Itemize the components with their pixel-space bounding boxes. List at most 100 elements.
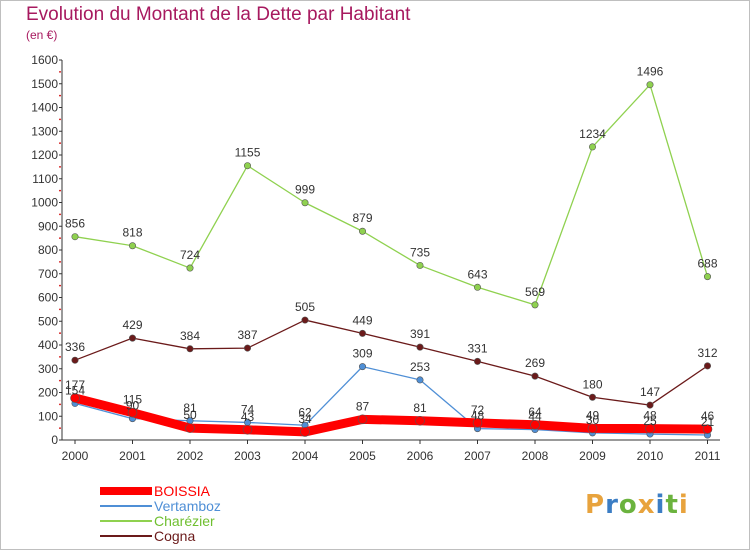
data-label: 735 [410,245,430,259]
data-point [645,423,655,434]
y-tick-label: 100 [38,409,58,423]
y-minor-tick [59,189,61,192]
y-tick-label: 400 [38,338,58,352]
logo-letter: i [655,490,666,520]
data-label: 44 [528,410,542,424]
y-tick-label: 300 [38,362,58,376]
x-tick-label: 2004 [292,449,319,463]
data-label: 46 [701,409,715,423]
legend-label-boissia: BOISSIA [154,483,211,499]
data-label: 180 [582,377,602,391]
data-point [416,261,424,269]
data-point [186,264,194,272]
data-point [473,283,481,291]
y-minor-tick [59,332,61,335]
y-tick-label: 1300 [31,124,58,138]
data-label: 62 [298,405,312,419]
series-line-cogna [74,319,709,406]
x-tick-label: 2000 [62,449,89,463]
y-tick-label: 0 [51,433,58,447]
data-label: 34 [298,412,312,426]
data-point [646,81,654,89]
data-label: 1496 [637,65,664,79]
data-point [588,393,596,401]
data-label: 688 [697,257,717,271]
data-label: 879 [352,211,372,225]
data-point [357,414,368,425]
data-point [702,424,713,434]
data-label: 48 [643,409,657,423]
data-point [416,343,424,351]
y-tick-label: 600 [38,291,58,305]
data-label: 25 [643,414,657,428]
data-label: 818 [122,226,142,240]
data-point [531,301,539,309]
axes: 0 100 200 300 400 500 600 700 800 900 1000 1100 1200… [31,53,720,463]
data-point [71,233,79,241]
data-point [358,227,366,235]
data-label: 154 [65,383,85,397]
x-tick-label: 2008 [522,449,549,463]
proxiti-logo: Proxiti [585,490,689,520]
x-tick-label: 2011 [695,449,721,463]
data-point [587,423,598,434]
data-point [186,345,194,353]
data-label: 147 [640,385,660,399]
data-point [127,407,138,418]
series-line-charézier [74,84,709,306]
data-point [358,329,366,337]
logo-letter: P [585,490,606,520]
data-label: 1234 [579,127,606,141]
data-point [242,424,253,435]
data-point [703,362,711,370]
series-line-vertamboz [74,365,709,436]
data-point [646,401,654,409]
data-label: 21 [701,415,715,429]
data-label: 309 [352,347,372,361]
data-label: 1155 [235,146,261,160]
y-tick-label: 800 [38,243,58,257]
y-tick-label: 200 [38,386,58,400]
legend-swatch-charezier [100,520,152,522]
chart-title: Evolution du Montant de la Dette par Hab… [26,4,411,25]
y-minor-tick [59,355,61,358]
data-label: 49 [586,408,600,422]
y-minor-tick [59,427,61,430]
y-minor-tick [59,237,61,240]
data-label: 253 [410,360,430,374]
legend-swatch-boissia [100,487,152,495]
data-label: 724 [180,248,200,262]
data-label: 999 [295,183,315,197]
y-tick-label: 1000 [31,196,58,210]
data-label: 81 [183,401,197,415]
y-tick-label: 900 [38,219,58,233]
data-point [358,363,366,371]
legend-label-charezier: Charézier [154,513,215,529]
data-label: 48 [471,409,485,423]
x-tick-label: 2007 [464,449,491,463]
y-tick-label: 700 [38,267,58,281]
data-point [300,427,310,437]
data-labels-layer: 336 429 384 387 505 449 391 331 269 180 147 312 856 8… [65,65,718,429]
y-tick-label: 1100 [32,172,58,186]
y-minor-tick [59,94,61,97]
logo-letter: i [678,490,689,520]
y-tick-label: 1200 [31,148,58,162]
data-point [301,199,309,207]
data-point [530,419,540,430]
y-minor-tick [59,213,61,216]
data-point [416,376,424,384]
data-point [129,334,137,342]
data-label: 505 [295,300,315,314]
data-point [70,393,80,403]
data-point [472,418,483,428]
y-tick-label: 1600 [31,53,58,67]
data-label: 331 [467,341,487,355]
data-label: 387 [237,328,257,342]
data-label: 64 [528,405,542,419]
y-minor-tick [59,118,61,121]
y-tick-label: 500 [38,314,58,328]
y-tick-label: 1400 [31,101,58,115]
